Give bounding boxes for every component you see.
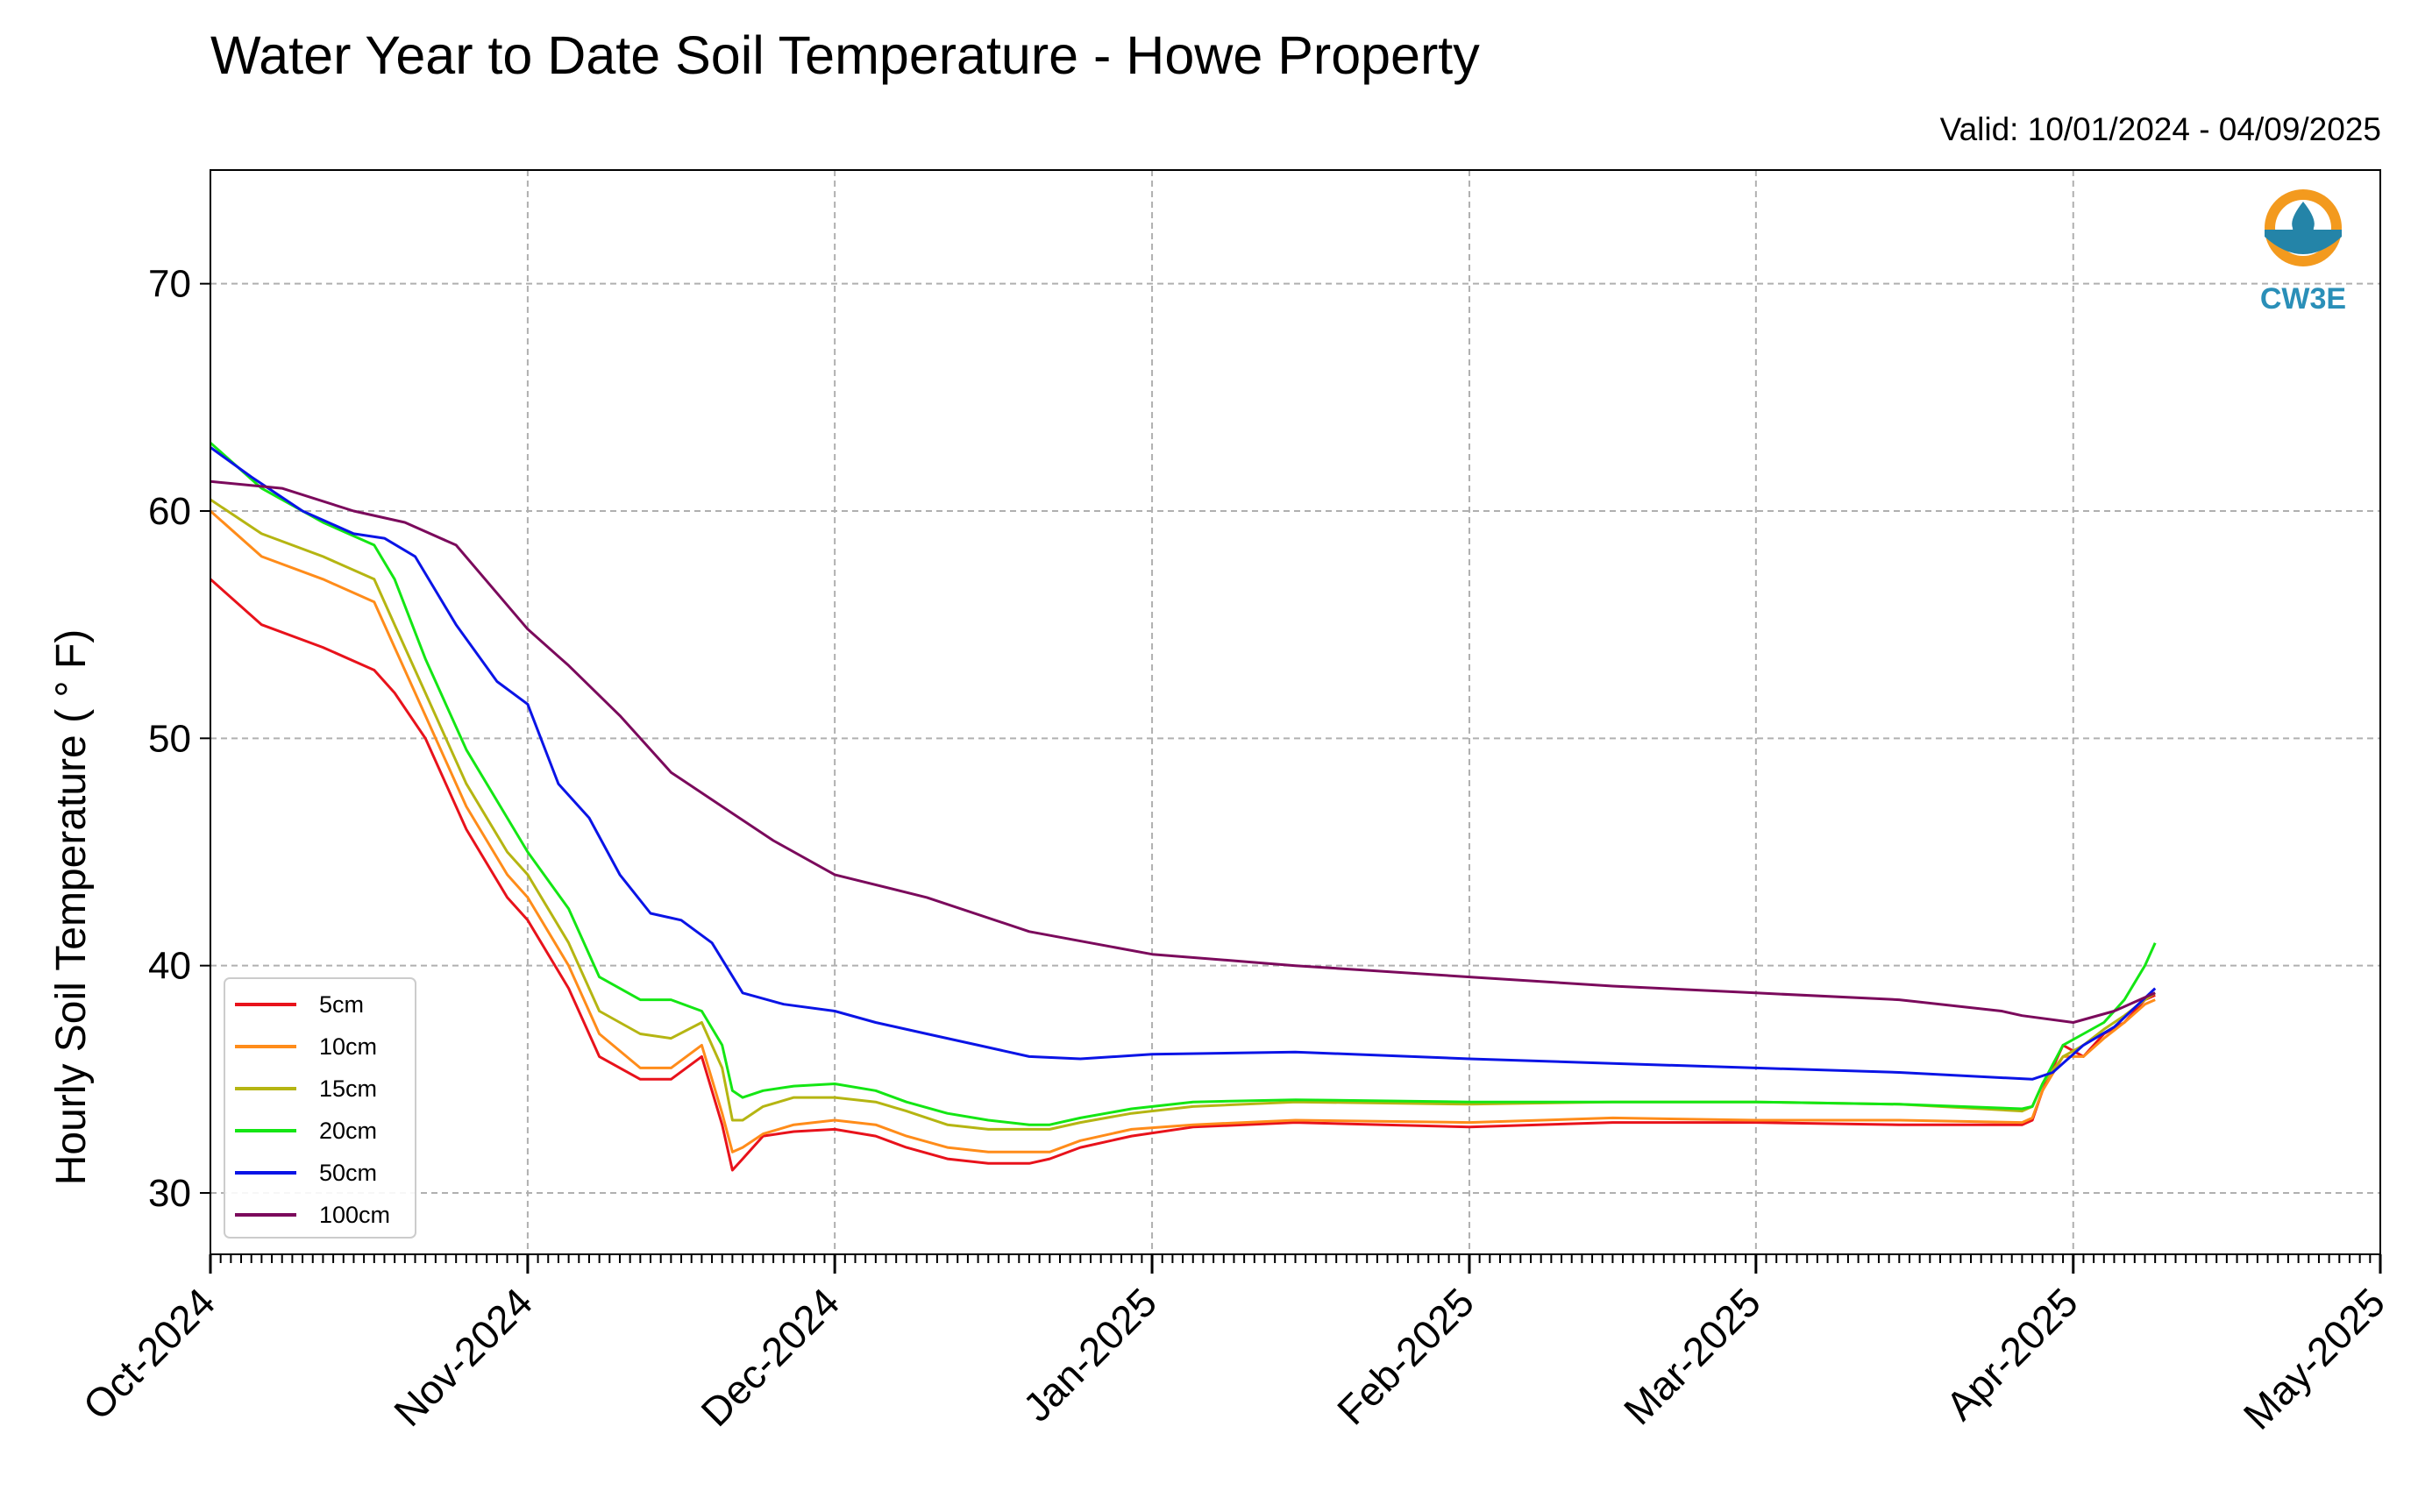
y-tick-label: 60 <box>148 490 191 533</box>
series-line-20cm <box>210 442 2157 1126</box>
legend-label-15cm: 15cm <box>319 1075 377 1102</box>
logo-text: CW3E <box>2260 282 2346 316</box>
chart-title: Water Year to Date Soil Temperature - Ho… <box>210 25 1480 85</box>
cw3e-logo: CW3E <box>2260 189 2346 316</box>
x-tick-label: Mar-2025 <box>1615 1279 1769 1433</box>
series-line-100cm <box>210 479 2156 1024</box>
legend-label-20cm: 20cm <box>319 1118 377 1144</box>
x-tick-label: Nov-2024 <box>385 1279 541 1435</box>
plot-frame <box>210 169 2381 1255</box>
legend-label-50cm: 50cm <box>319 1160 377 1186</box>
x-tick-label: Apr-2025 <box>1937 1279 2087 1429</box>
logo-water-waves <box>2265 230 2342 254</box>
series-line-15cm <box>210 498 2157 1131</box>
axes: 30 40 50 60 70 Oct-2024 Nov-2024 Dec-2024 Jan-20… <box>75 263 2394 1438</box>
water-drop-icon <box>2292 202 2315 238</box>
legend-label-100cm: 100cm <box>319 1202 390 1228</box>
legend-label-5cm: 5cm <box>319 991 364 1018</box>
y-axis-label: Hourly Soil Temperature ( ° F) <box>48 629 95 1186</box>
series-line-50cm <box>210 446 2157 1081</box>
x-tick-label: Dec-2024 <box>692 1279 848 1435</box>
grid-lines <box>210 170 2381 1254</box>
x-tick-label: Oct-2024 <box>75 1279 224 1429</box>
y-tick-label: 40 <box>148 945 191 988</box>
y-tick-label: 70 <box>148 263 191 306</box>
series-line-10cm <box>210 509 2156 1154</box>
x-tick-label: May-2025 <box>2235 1279 2393 1437</box>
series-line-5cm <box>210 578 2156 1172</box>
data-series <box>210 442 2157 1172</box>
y-tick-label: 50 <box>148 717 191 760</box>
x-tick-label: Feb-2025 <box>1328 1279 1483 1433</box>
legend-label-10cm: 10cm <box>319 1033 377 1060</box>
chart-subtitle: Valid: 10/01/2024 - 04/09/2025 <box>1940 111 2381 147</box>
y-tick-label: 30 <box>148 1172 191 1215</box>
x-tick-label: Jan-2025 <box>1014 1279 1165 1430</box>
legend: 5cm 10cm 15cm 20cm 50cm 100cm <box>224 977 416 1239</box>
